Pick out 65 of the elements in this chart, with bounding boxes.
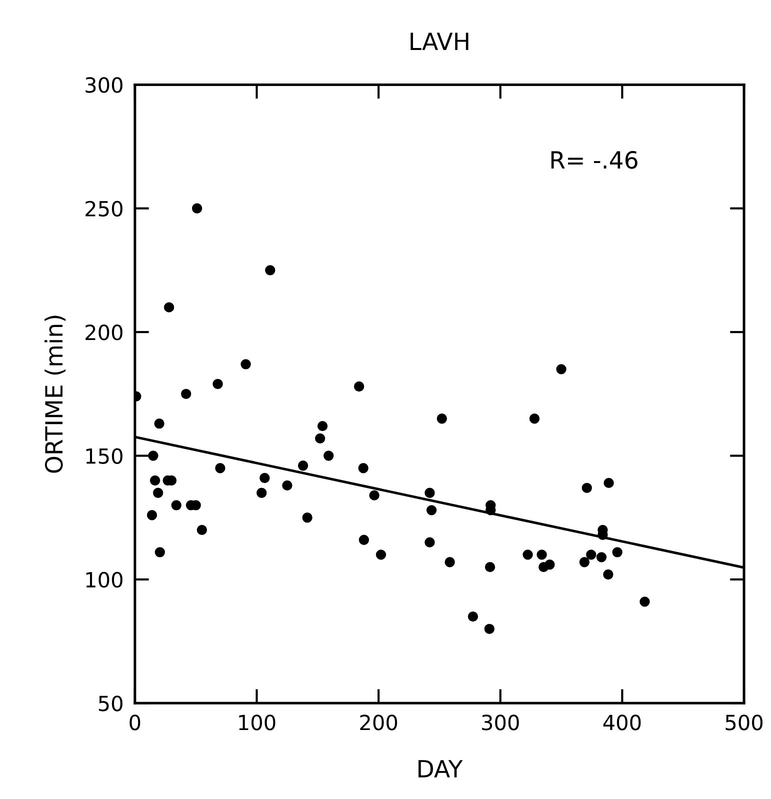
point (640, 596, 650, 607)
y-tick-label: 300 (86, 77, 122, 93)
x-tick-label: 400 (603, 714, 641, 730)
point (150, 475, 160, 486)
point (529, 414, 540, 424)
point (154, 547, 165, 558)
point (376, 550, 386, 560)
point (152, 488, 164, 498)
point (215, 463, 226, 474)
point (324, 450, 334, 461)
point (240, 359, 251, 370)
x-axis-title: DAY (418, 760, 463, 778)
point (282, 480, 292, 491)
chart-title: LAVH (410, 32, 468, 50)
y-axis-title: ORTIME (min) (44, 316, 66, 473)
point (522, 550, 533, 560)
y-tick-label: 100 (86, 572, 122, 588)
point (196, 524, 208, 536)
point (556, 364, 566, 374)
x-tick-label: 200 (360, 714, 398, 730)
point (436, 414, 447, 424)
point (192, 203, 202, 214)
point (181, 388, 192, 399)
point (424, 488, 435, 498)
point (265, 265, 276, 276)
point (586, 550, 596, 560)
point (315, 433, 326, 444)
point (154, 418, 164, 429)
point (148, 450, 158, 461)
point (426, 505, 437, 516)
annotation: R= -.46 (551, 150, 638, 169)
point (260, 472, 270, 484)
point (484, 624, 494, 634)
x-tick-label: 300 (482, 714, 519, 730)
point (317, 420, 328, 432)
point (369, 490, 380, 500)
point (298, 460, 308, 471)
x-tick-label: 0 (130, 714, 140, 730)
y-tick-label: 250 (86, 200, 122, 217)
point (604, 478, 614, 488)
point (536, 550, 547, 560)
point (612, 547, 622, 558)
point (164, 302, 174, 312)
point (579, 557, 590, 568)
y-tick-label: 50 (98, 696, 122, 712)
point (358, 534, 370, 545)
point (302, 512, 312, 523)
point (444, 557, 455, 568)
point (484, 562, 496, 572)
point (212, 378, 223, 390)
point (596, 552, 607, 562)
x-tick-label: 100 (239, 714, 276, 730)
x-tick-label: 500 (726, 714, 763, 730)
point (358, 463, 368, 474)
point (146, 510, 158, 520)
point (354, 381, 364, 392)
point (603, 569, 614, 580)
point (171, 500, 182, 510)
y-tick-label: 150 (86, 448, 122, 464)
point (468, 611, 478, 622)
point (424, 537, 435, 548)
point (582, 482, 592, 493)
point (544, 560, 555, 570)
point (256, 488, 267, 498)
y-tick-label: 200 (86, 324, 122, 340)
